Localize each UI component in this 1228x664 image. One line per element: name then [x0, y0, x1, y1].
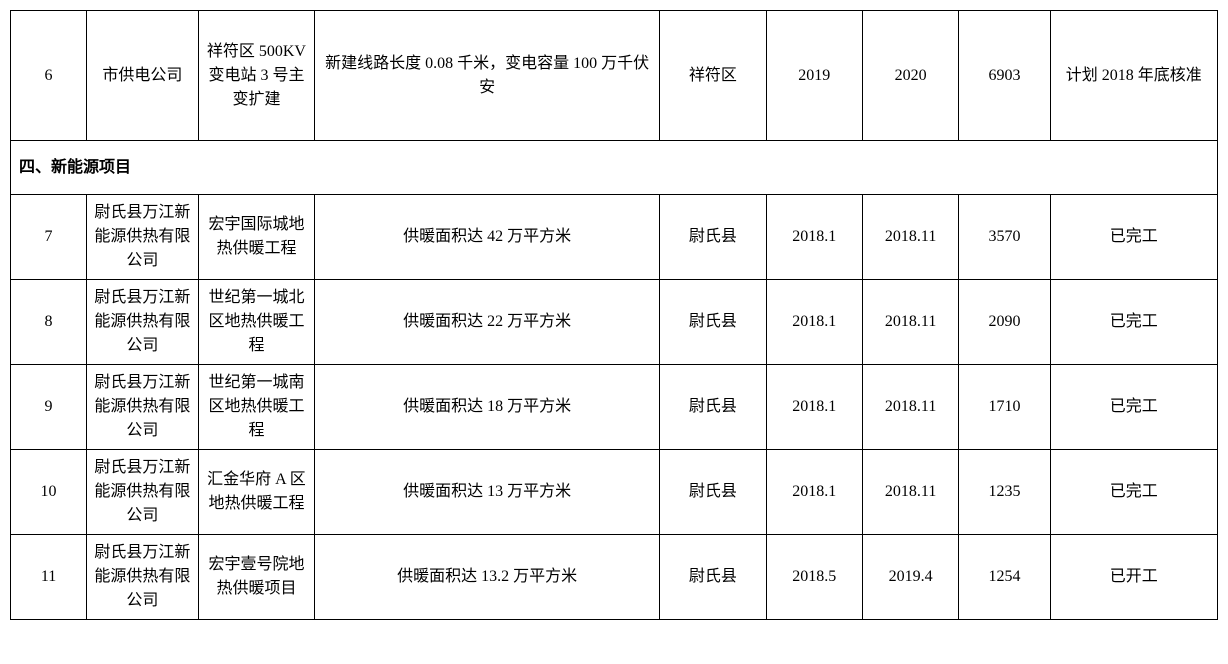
cell-start: 2018.1: [766, 365, 862, 450]
cell-desc: 供暖面积达 13 万平方米: [315, 450, 660, 535]
table-row: 8 尉氏县万江新能源供热有限公司 世纪第一城北区地热供暖工程 供暖面积达 22 …: [11, 280, 1218, 365]
cell-invest: 2090: [959, 280, 1050, 365]
cell-start: 2019: [766, 11, 862, 141]
cell-project: 世纪第一城北区地热供暖工程: [198, 280, 315, 365]
cell-company: 尉氏县万江新能源供热有限公司: [87, 195, 199, 280]
cell-region: 尉氏县: [660, 280, 767, 365]
cell-project: 祥符区 500KV 变电站 3 号主变扩建: [198, 11, 315, 141]
cell-end: 2018.11: [862, 280, 958, 365]
cell-num: 11: [11, 535, 87, 620]
cell-end: 2019.4: [862, 535, 958, 620]
cell-region: 尉氏县: [660, 195, 767, 280]
cell-end: 2018.11: [862, 365, 958, 450]
cell-region: 尉氏县: [660, 450, 767, 535]
cell-num: 10: [11, 450, 87, 535]
cell-company: 尉氏县万江新能源供热有限公司: [87, 365, 199, 450]
cell-num: 7: [11, 195, 87, 280]
cell-num: 6: [11, 11, 87, 141]
cell-invest: 3570: [959, 195, 1050, 280]
cell-status: 已完工: [1050, 450, 1217, 535]
cell-project: 汇金华府 A 区地热供暖工程: [198, 450, 315, 535]
table-body: 6 市供电公司 祥符区 500KV 变电站 3 号主变扩建 新建线路长度 0.0…: [11, 11, 1218, 620]
cell-end: 2018.11: [862, 450, 958, 535]
cell-region: 尉氏县: [660, 365, 767, 450]
cell-desc: 供暖面积达 13.2 万平方米: [315, 535, 660, 620]
cell-desc: 新建线路长度 0.08 千米，变电容量 100 万千伏安: [315, 11, 660, 141]
cell-num: 9: [11, 365, 87, 450]
table-row: 11 尉氏县万江新能源供热有限公司 宏宇壹号院地热供暖项目 供暖面积达 13.2…: [11, 535, 1218, 620]
cell-project: 宏宇壹号院地热供暖项目: [198, 535, 315, 620]
cell-status: 已完工: [1050, 195, 1217, 280]
project-table: 6 市供电公司 祥符区 500KV 变电站 3 号主变扩建 新建线路长度 0.0…: [10, 10, 1218, 620]
cell-company: 市供电公司: [87, 11, 199, 141]
table-row: 9 尉氏县万江新能源供热有限公司 世纪第一城南区地热供暖工程 供暖面积达 18 …: [11, 365, 1218, 450]
cell-invest: 1710: [959, 365, 1050, 450]
table-row: 7 尉氏县万江新能源供热有限公司 宏宇国际城地热供暖工程 供暖面积达 42 万平…: [11, 195, 1218, 280]
cell-project: 宏宇国际城地热供暖工程: [198, 195, 315, 280]
cell-company: 尉氏县万江新能源供热有限公司: [87, 535, 199, 620]
cell-desc: 供暖面积达 22 万平方米: [315, 280, 660, 365]
cell-desc: 供暖面积达 18 万平方米: [315, 365, 660, 450]
cell-invest: 1235: [959, 450, 1050, 535]
section-header: 四、新能源项目: [11, 141, 1218, 195]
cell-start: 2018.1: [766, 195, 862, 280]
cell-region: 尉氏县: [660, 535, 767, 620]
cell-start: 2018.5: [766, 535, 862, 620]
cell-status: 计划 2018 年底核准: [1050, 11, 1217, 141]
cell-company: 尉氏县万江新能源供热有限公司: [87, 280, 199, 365]
cell-company: 尉氏县万江新能源供热有限公司: [87, 450, 199, 535]
cell-region: 祥符区: [660, 11, 767, 141]
cell-status: 已完工: [1050, 365, 1217, 450]
cell-end: 2018.11: [862, 195, 958, 280]
cell-desc: 供暖面积达 42 万平方米: [315, 195, 660, 280]
cell-project: 世纪第一城南区地热供暖工程: [198, 365, 315, 450]
table-row: 10 尉氏县万江新能源供热有限公司 汇金华府 A 区地热供暖工程 供暖面积达 1…: [11, 450, 1218, 535]
cell-num: 8: [11, 280, 87, 365]
table-row: 6 市供电公司 祥符区 500KV 变电站 3 号主变扩建 新建线路长度 0.0…: [11, 11, 1218, 141]
section-header-row: 四、新能源项目: [11, 141, 1218, 195]
cell-start: 2018.1: [766, 450, 862, 535]
cell-invest: 6903: [959, 11, 1050, 141]
cell-start: 2018.1: [766, 280, 862, 365]
cell-invest: 1254: [959, 535, 1050, 620]
cell-status: 已完工: [1050, 280, 1217, 365]
cell-status: 已开工: [1050, 535, 1217, 620]
cell-end: 2020: [862, 11, 958, 141]
